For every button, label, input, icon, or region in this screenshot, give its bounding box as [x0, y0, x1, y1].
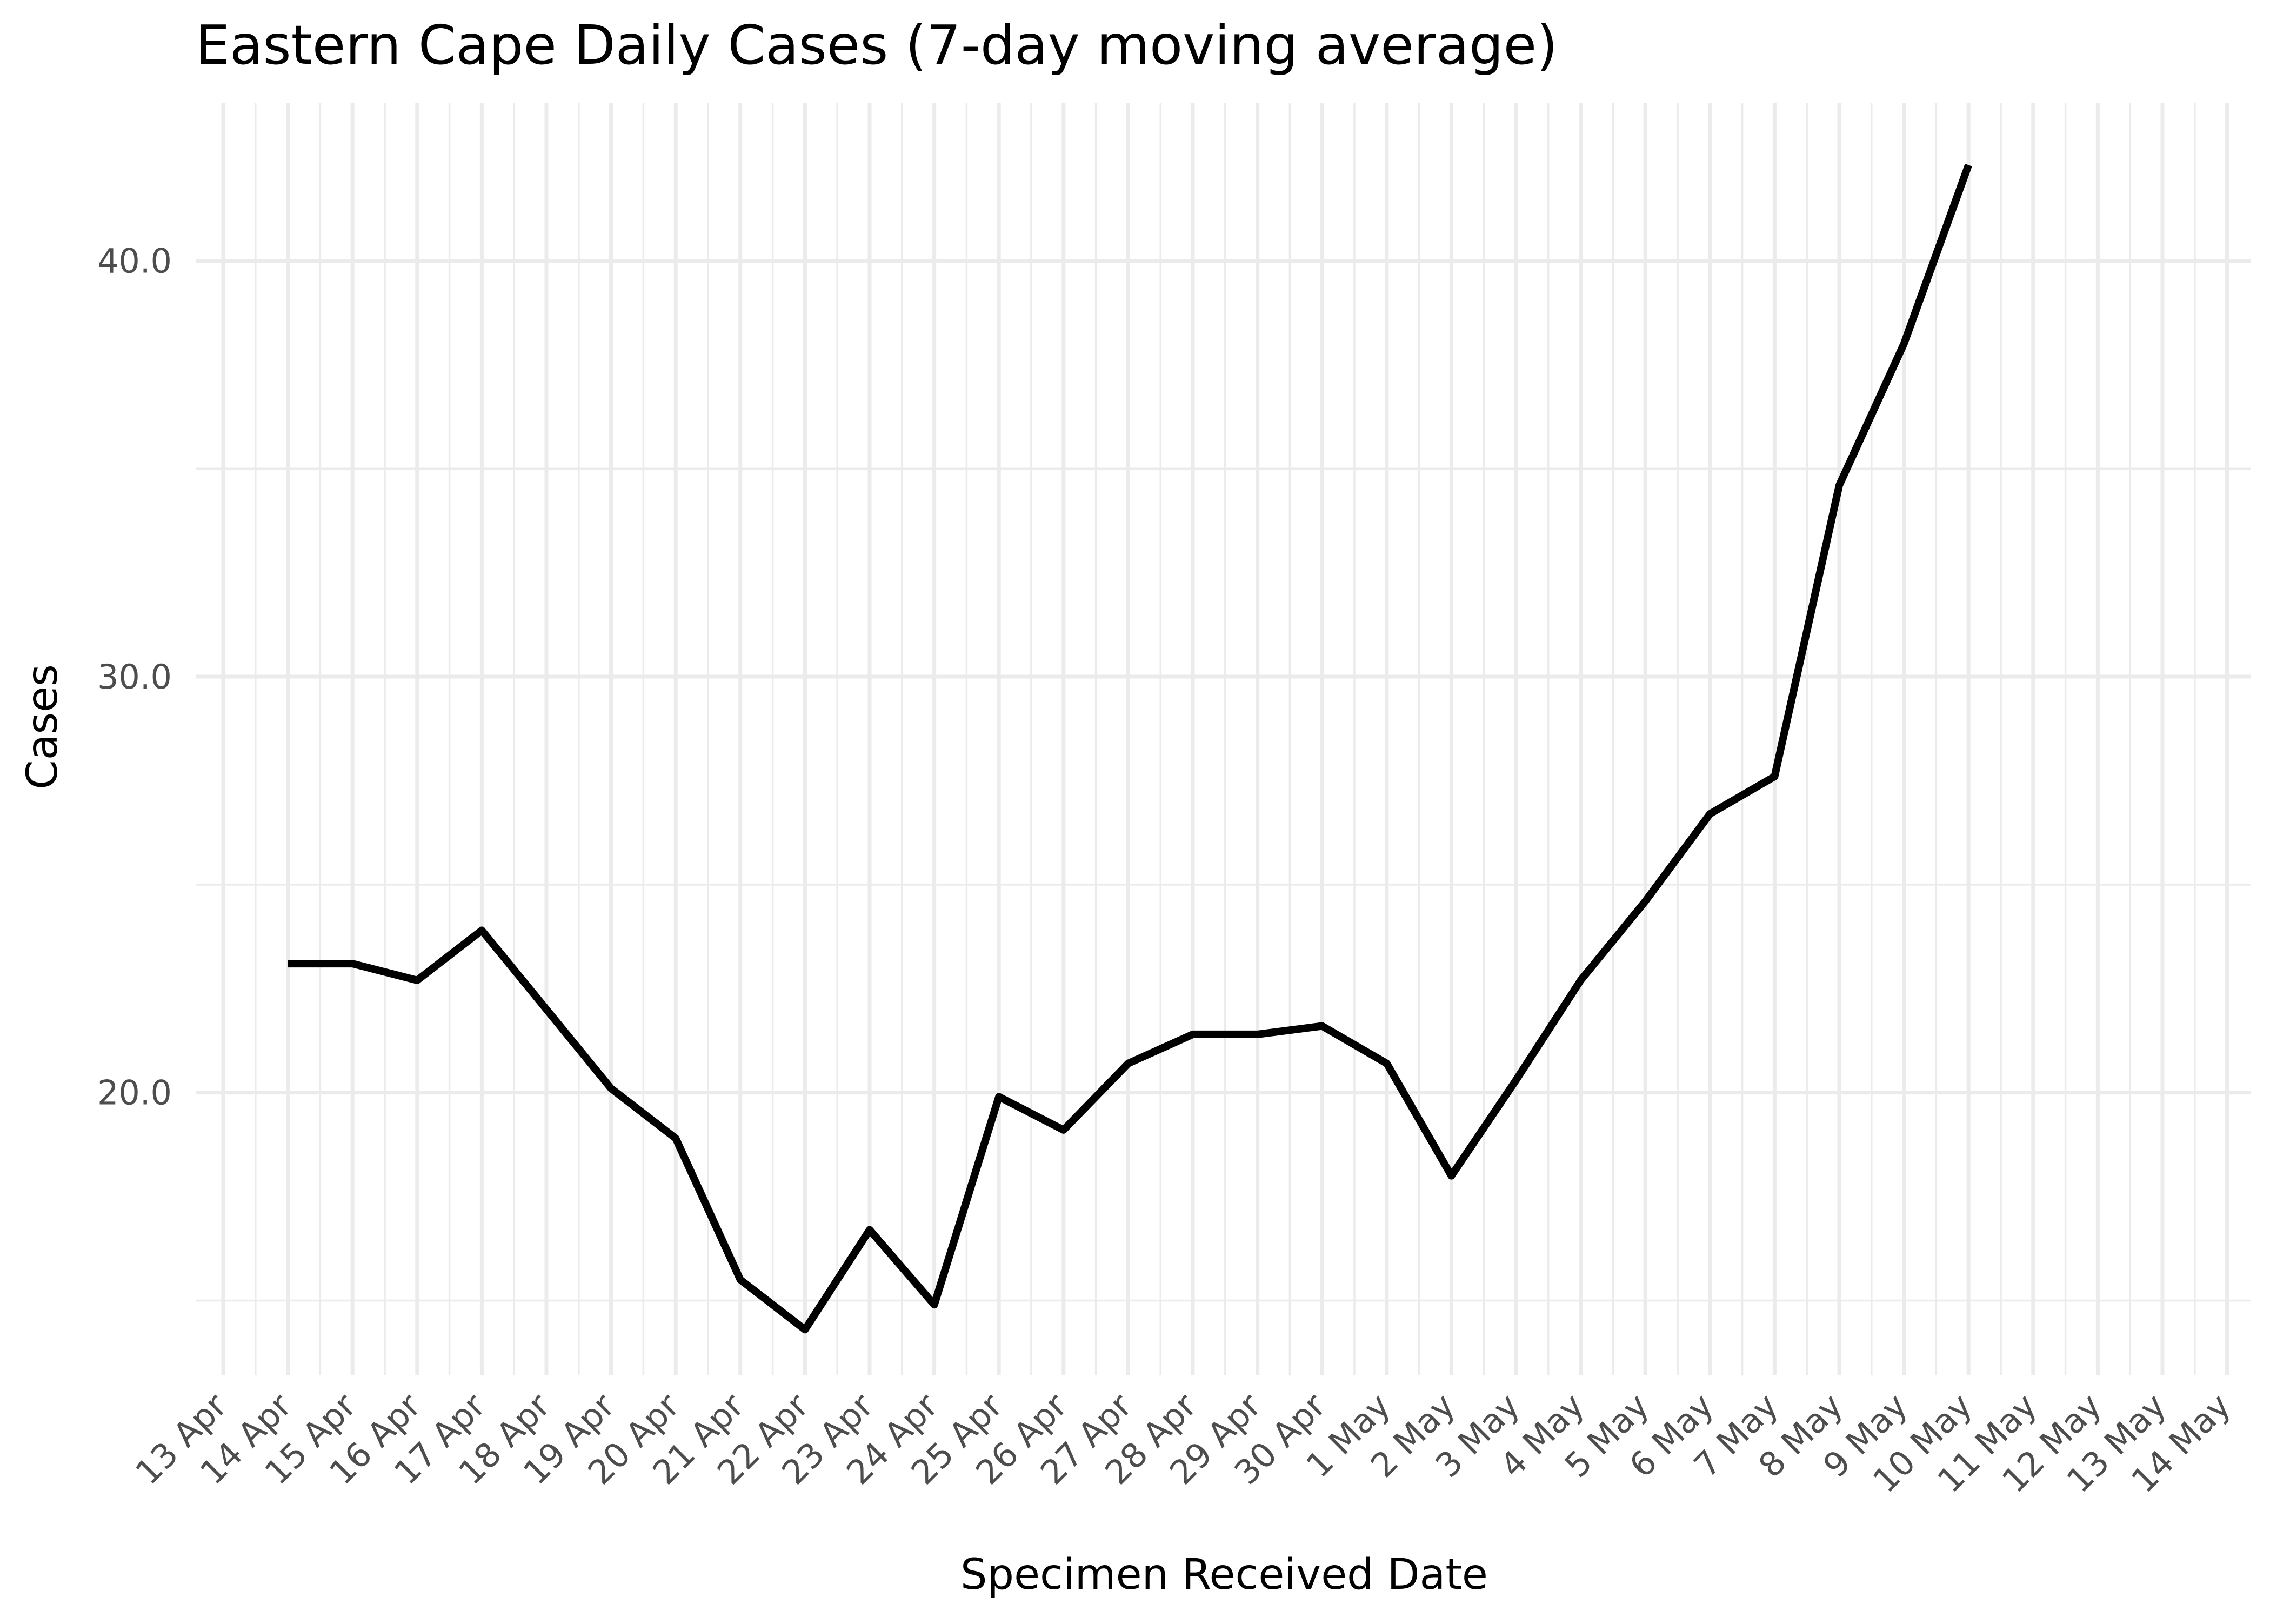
y-tick-labels: 20.0 30.0 40.0	[97, 241, 172, 1112]
y-axis-title: Cases	[18, 664, 67, 790]
x-axis-title: Specimen Received Date	[960, 1551, 1488, 1599]
y-tick-label: 30.0	[97, 657, 172, 697]
y-tick-label: 40.0	[97, 241, 172, 280]
y-tick-label: 20.0	[97, 1073, 172, 1113]
series-line	[288, 164, 1972, 1334]
series-layer	[288, 164, 1972, 1334]
chart-title: Eastern Cape Daily Cases (7-day moving a…	[196, 14, 1558, 77]
grid	[196, 103, 2251, 1375]
